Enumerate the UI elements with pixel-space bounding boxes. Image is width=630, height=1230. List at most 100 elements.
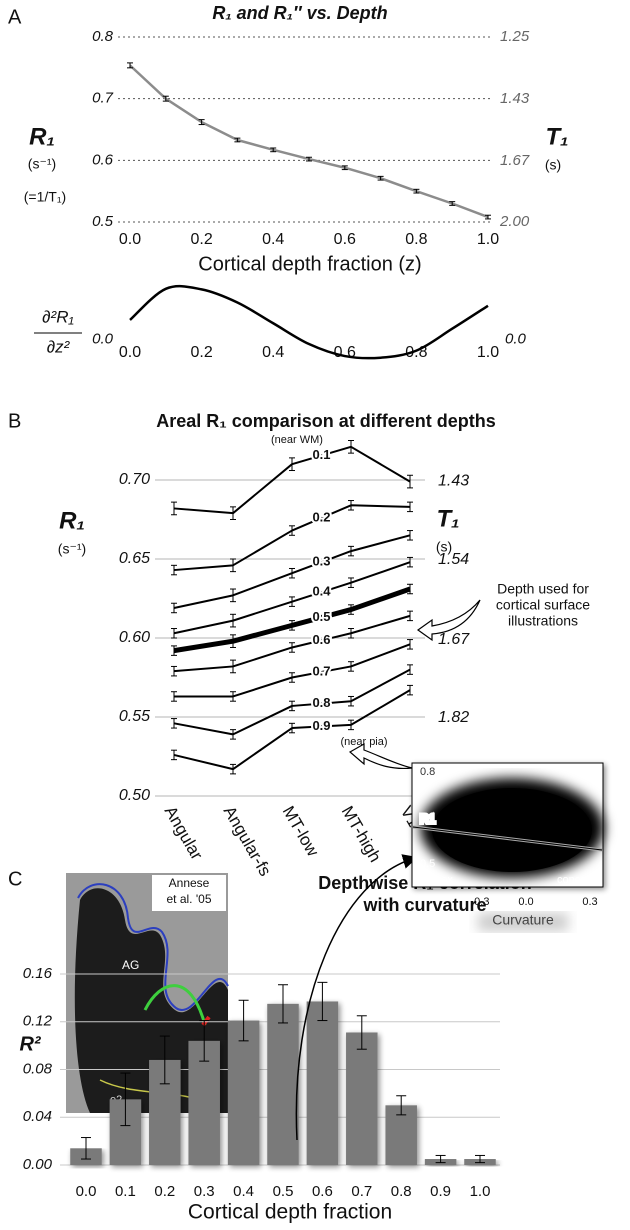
bar (267, 1003, 299, 1165)
inset-tick: 0.3 (582, 896, 597, 908)
annotation: (near pia) (340, 736, 387, 748)
bar (227, 1020, 260, 1165)
y2-tick-label: 1.43 (500, 90, 530, 107)
y-tick-label: 0.0 (92, 331, 114, 348)
inset-label: R1 (420, 812, 436, 826)
y2-tick-label: 1.67 (438, 631, 470, 648)
bar (346, 1032, 378, 1165)
y-tick-label: 0.7 (92, 90, 114, 107)
series-label: 0.5 (312, 609, 330, 624)
y2-tick-label: 1.67 (500, 152, 530, 169)
scatter-inset (295, 762, 604, 1141)
y2-tick-label: 1.82 (438, 709, 469, 726)
y-note: (=1/T₁) (24, 189, 66, 205)
y-tick-label: 0.16 (23, 965, 53, 982)
y-label-denominator: ∂z² (47, 337, 71, 356)
x-tick-label: 0.9 (430, 1183, 451, 1200)
x-tick-label: 0.4 (262, 231, 284, 248)
inset-label: convex (418, 874, 453, 886)
x-tick-label: 1.0 (470, 1183, 491, 1200)
x-tick-label: 0.3 (194, 1183, 215, 1200)
x-tick-label: 0.6 (334, 344, 356, 361)
annotation: (near WM) (271, 434, 323, 446)
y-tick-label: 0.50 (119, 787, 150, 804)
y-label: ∂²R₁ (42, 307, 74, 326)
x-tick-label: 0.6 (312, 1183, 333, 1200)
title: Areal R₁ comparison at different depths (156, 411, 496, 431)
x-tick-label: Angular (161, 803, 207, 864)
y-tick-label: 0.8 (92, 28, 114, 45)
y2-unit: (s) (436, 539, 452, 555)
y-tick-label: 0.60 (119, 629, 150, 646)
series-label: 0.4 (312, 584, 331, 599)
inset-tick: 0.5 (420, 858, 435, 870)
x-tick-label: 0.6 (334, 231, 356, 248)
series-label: 0.7 (312, 663, 330, 678)
y-tick-label: 0.70 (119, 471, 150, 488)
y2-tick-label: 1.25 (500, 28, 530, 45)
y-tick-label: 0.12 (23, 1013, 53, 1030)
x-tick-label: 0.8 (405, 231, 427, 248)
series-label: 0.1 (312, 447, 330, 462)
panel-label: B (8, 410, 21, 432)
inset-label: concave (557, 874, 598, 886)
line (129, 284, 489, 360)
x-tick-label: 1.0 (477, 344, 499, 361)
x-tick-label: 0.7 (351, 1183, 372, 1200)
x-label: Cortical depth fraction (188, 1201, 392, 1224)
x-tick-label: MT-low (279, 803, 323, 861)
inset-region: AG (122, 958, 139, 972)
series-label: 0.3 (312, 554, 330, 569)
y2-tick-label: 1.43 (438, 472, 469, 489)
y-tick-label: 0.08 (23, 1060, 53, 1077)
y2-unit: (s) (545, 157, 561, 173)
annotation: Depth used for (497, 581, 589, 597)
x-tick-label: 1.0 (477, 231, 499, 248)
series-label: 0.9 (312, 718, 330, 733)
series-label: 0.8 (312, 695, 330, 710)
y-unit: (s⁻¹) (58, 541, 86, 557)
line (173, 504, 411, 572)
line (129, 64, 489, 219)
y-tick-label: 0.55 (119, 708, 150, 725)
x-label: Cortical depth fraction (z) (198, 253, 421, 275)
y-label: R₁ (59, 507, 85, 534)
x-tick-label: 0.0 (76, 1183, 97, 1200)
x-tick-label: 0.0 (119, 344, 141, 361)
inset-tick: 0.8 (420, 766, 435, 778)
x-tick-label: 0.5 (273, 1183, 294, 1200)
x-tick-label: 0.8 (391, 1183, 412, 1200)
bar (306, 1001, 339, 1165)
y-tick-label: 0.6 (92, 151, 114, 168)
inset-citation: et al. '05 (167, 892, 212, 906)
y-unit: (s⁻¹) (28, 156, 56, 172)
x-tick-label: 0.0 (119, 231, 141, 248)
x-tick-label: 0.2 (190, 231, 212, 248)
y-tick-label: 0.65 (119, 550, 150, 567)
y2-tick-label: 2.00 (499, 213, 530, 230)
y-label: R² (19, 1033, 41, 1055)
y2-label: T₁ (545, 123, 568, 150)
y-tick-label: 0.5 (92, 213, 114, 230)
y-tick-label: 0.04 (23, 1108, 52, 1125)
inset-tick: -0.3 (471, 896, 490, 908)
inset-axis-label: Curvature (492, 912, 554, 928)
panel-label: C (8, 868, 22, 890)
inset-citation: Annese (169, 876, 210, 890)
x-tick-label: 0.2 (190, 344, 212, 361)
series-label: 0.2 (312, 509, 330, 524)
y-tick-label: 0.00 (23, 1156, 53, 1173)
x-tick-label: 0.1 (115, 1183, 136, 1200)
x-tick-label: Angular-fs (220, 803, 275, 880)
title: R₁ and R₁″ vs. Depth (212, 3, 387, 23)
title: with curvature (362, 895, 486, 915)
x-tick-label: 0.2 (154, 1183, 175, 1200)
annotation: cortical surface (496, 597, 590, 613)
series-label: 0.6 (312, 632, 330, 647)
annotation: illustrations (508, 613, 578, 629)
y2-tick-label: 1.54 (438, 551, 469, 568)
y-label: R₁ (29, 123, 55, 150)
inset-tick: 0.0 (518, 896, 533, 908)
x-tick-label: 0.4 (262, 344, 284, 361)
panel-label: A (8, 6, 22, 28)
